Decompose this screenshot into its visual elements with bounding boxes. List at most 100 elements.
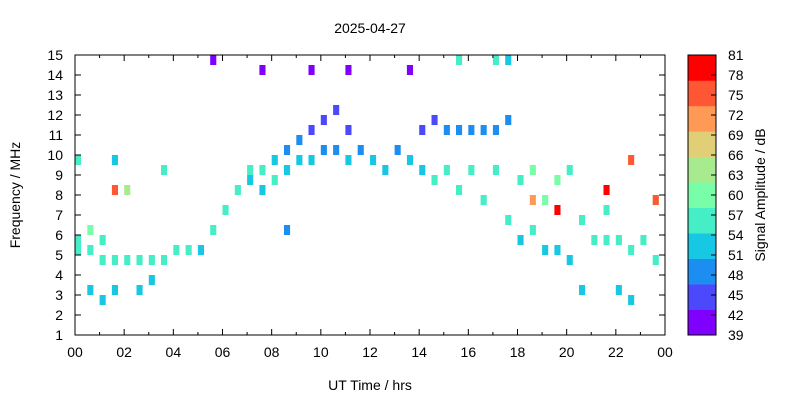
data-cell	[247, 165, 254, 175]
data-cell	[210, 225, 217, 235]
y-axis-label: Frequency / MHz	[7, 142, 23, 249]
data-cell	[566, 255, 573, 265]
data-cell	[259, 65, 266, 75]
data-cell	[124, 255, 131, 265]
data-cell	[148, 255, 155, 265]
data-cell	[505, 55, 512, 65]
y-tick-label: 14	[47, 67, 63, 83]
data-cell	[529, 195, 536, 205]
data-cell	[111, 185, 118, 195]
colorbar-tick-label: 39	[728, 327, 744, 343]
colorbar-segment	[688, 207, 716, 234]
x-tick-label: 22	[608, 344, 624, 360]
y-tick-label: 5	[55, 247, 63, 263]
data-cell	[308, 125, 315, 135]
data-cell	[345, 65, 352, 75]
data-cell	[529, 165, 536, 175]
data-cell	[259, 165, 266, 175]
data-cell	[505, 215, 512, 225]
data-cell	[87, 225, 94, 235]
y-tick-label: 10	[47, 147, 63, 163]
data-cell	[111, 155, 118, 165]
data-cell	[492, 165, 499, 175]
data-cell	[197, 245, 204, 255]
x-tick-label: 06	[215, 344, 231, 360]
data-cell	[456, 185, 463, 195]
data-cell	[333, 145, 340, 155]
data-cell	[456, 125, 463, 135]
data-cell	[554, 245, 561, 255]
data-cell	[431, 175, 438, 185]
colorbar-label: Signal Amplitude / dB	[752, 128, 768, 261]
x-tick-label: 20	[559, 344, 575, 360]
colorbar-segment	[688, 55, 716, 81]
y-tick-label: 9	[55, 167, 63, 183]
data-cell	[615, 285, 622, 295]
colorbar-tick-label: 69	[728, 127, 744, 143]
data-cell	[296, 135, 303, 145]
y-tick-label: 4	[55, 267, 63, 283]
data-cell	[161, 165, 168, 175]
data-cell	[234, 185, 241, 195]
data-cell	[284, 165, 291, 175]
data-cell	[185, 245, 192, 255]
data-cell	[247, 175, 254, 185]
data-cell	[284, 145, 291, 155]
data-cell	[394, 145, 401, 155]
data-cell	[652, 255, 659, 265]
data-cell	[370, 155, 377, 165]
data-cell	[615, 235, 622, 245]
data-cell	[173, 245, 180, 255]
data-cell	[468, 165, 475, 175]
data-cell	[579, 215, 586, 225]
y-tick-label: 6	[55, 227, 63, 243]
data-cell	[148, 275, 155, 285]
colorbar-segment	[688, 80, 716, 107]
y-tick-label: 13	[47, 87, 63, 103]
data-cell	[345, 155, 352, 165]
data-cell	[320, 145, 327, 155]
colorbar-tick-label: 51	[728, 247, 744, 263]
data-cell	[222, 205, 229, 215]
y-tick-label: 1	[55, 327, 63, 343]
data-cell	[480, 195, 487, 205]
data-cell	[271, 155, 278, 165]
data-cell	[320, 115, 327, 125]
colorbar-tick-label: 57	[728, 207, 744, 223]
data-cell	[259, 185, 266, 195]
chart-title: 2025-04-27	[334, 20, 406, 36]
data-cell	[517, 175, 524, 185]
data-cell	[87, 245, 94, 255]
data-cell	[579, 285, 586, 295]
data-cell	[492, 55, 499, 65]
data-cell	[111, 255, 118, 265]
x-tick-label: 00	[67, 344, 83, 360]
colorbar-segment	[688, 105, 716, 132]
data-cell	[468, 125, 475, 135]
data-cell	[505, 115, 512, 125]
data-cell	[443, 165, 450, 175]
data-cell	[99, 295, 106, 305]
data-cell	[87, 285, 94, 295]
data-cell	[603, 185, 610, 195]
colorbar-segment	[688, 258, 716, 285]
data-cell	[75, 155, 82, 165]
data-cell	[271, 175, 278, 185]
x-axis: 00 02 04 06 08 10 12 14 16 18 20 22 00	[67, 55, 673, 360]
colorbar-tick-label: 72	[728, 107, 744, 123]
colorbar-segment	[688, 284, 716, 310]
x-tick-label: 04	[166, 344, 182, 360]
data-cell	[628, 245, 635, 255]
x-tick-label: 18	[510, 344, 526, 360]
data-cell	[111, 285, 118, 295]
x-axis-label: UT Time / hrs	[328, 377, 412, 393]
colorbar-segment	[688, 156, 716, 183]
data-cell	[382, 165, 389, 175]
data-cell	[136, 285, 143, 295]
data-cell	[554, 175, 561, 185]
data-cell	[308, 65, 315, 75]
colorbar-tick-label: 78	[728, 67, 744, 83]
data-cell	[99, 235, 106, 245]
